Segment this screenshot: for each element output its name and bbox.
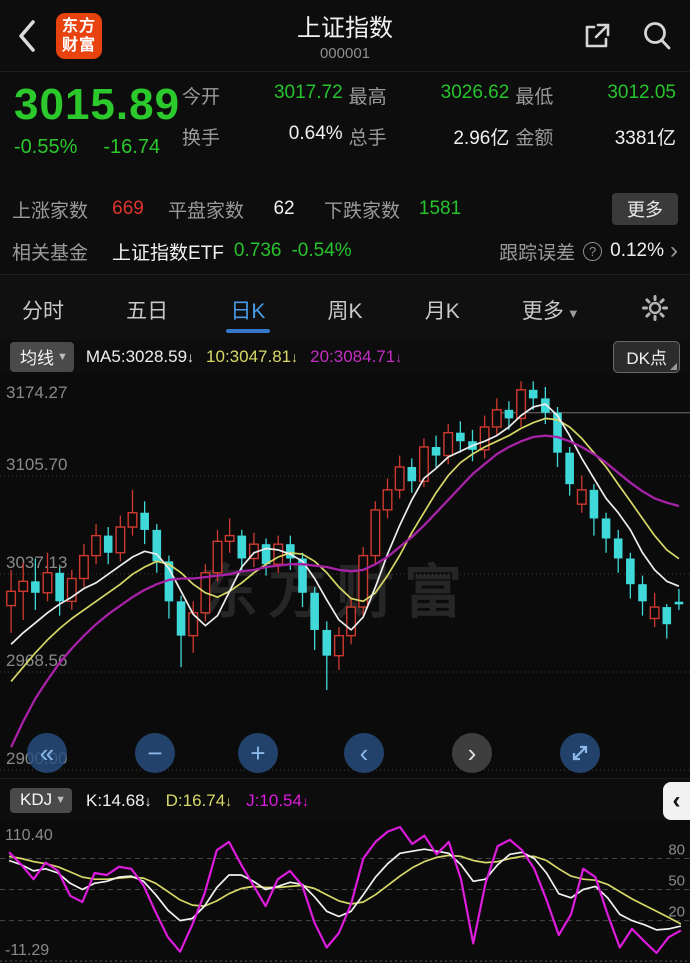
tab-daily-k[interactable]: 日K	[228, 281, 267, 335]
last-price: 3015.89	[14, 80, 181, 129]
advancers-count: 669	[112, 198, 144, 219]
zoom-in-button[interactable]: +	[238, 733, 278, 773]
fund-change: -0.54%	[291, 240, 352, 261]
minus-icon: −	[147, 738, 163, 768]
advancers-label: 上涨家数	[12, 200, 89, 222]
dropdown-icon: ▼	[55, 794, 67, 806]
chevron-left-icon: ‹	[359, 738, 369, 768]
svg-text:110.40: 110.40	[5, 827, 53, 844]
unchanged-label: 平盘家数	[168, 200, 245, 222]
tab-5day[interactable]: 五日	[126, 299, 169, 323]
double-chevron-left-icon: «	[39, 738, 55, 768]
dropdown-icon: ▼	[566, 305, 580, 321]
svg-text:3037.13: 3037.13	[6, 553, 67, 572]
stat-turnover: 换手 0.64%	[182, 123, 343, 149]
fund-name[interactable]: 上证指数ETF	[112, 242, 224, 264]
ma-line-MA5	[10, 403, 680, 645]
zoom-out-button[interactable]: −	[135, 733, 175, 773]
unchanged-count: 62	[273, 198, 295, 219]
down-arrow-icon: ↓	[144, 792, 152, 809]
kdj-line-J	[8, 825, 682, 955]
related-fund-row[interactable]: 相关基金 上证指数ETF 0.736 -0.54% 跟踪误差 ? 0.12% ›	[0, 228, 690, 275]
change-percent: -0.55%	[14, 136, 78, 158]
pan-right-button[interactable]: ›	[452, 733, 492, 773]
back-button[interactable]	[16, 14, 46, 58]
more-button[interactable]: 更多	[612, 193, 678, 225]
kdj-line-D	[8, 854, 682, 925]
chevron-right-icon[interactable]: ›	[670, 237, 678, 264]
chevron-right-icon: ›	[467, 738, 477, 768]
down-arrow-icon: ↓	[291, 349, 299, 365]
indicator-selector-button[interactable]: KDJ ▼	[10, 788, 73, 813]
svg-text:3174.27: 3174.27	[6, 383, 67, 402]
ma5-value: MA5:3028.59↓	[85, 347, 195, 366]
decliners-label: 下跌家数	[324, 200, 401, 222]
quote-stats: 今开 3017.72 最高 3026.62 最低 3012.05 换手 0.64% 总手…	[182, 82, 682, 150]
tab-monthly-k[interactable]: 月K	[424, 299, 460, 323]
kdj-line-K	[8, 848, 682, 931]
search-icon[interactable]	[640, 19, 674, 53]
stat-high: 最高 3026.62	[348, 82, 510, 108]
ma10-value: 10:3047.81↓	[206, 347, 299, 366]
plus-icon: +	[250, 738, 266, 768]
kdj-d-value: D:16.74↓	[165, 790, 233, 810]
chevron-left-icon: ‹	[672, 787, 681, 814]
pan-left-button[interactable]: ‹	[344, 733, 384, 773]
period-tab-bar: 分时 五日 日K 周K 月K 更多 ▼	[0, 275, 690, 340]
down-arrow-icon: ↓	[187, 349, 195, 365]
quote-panel: 3015.89 -0.55% -16.74 今开 3017.72 最高 3026.6…	[0, 72, 690, 190]
down-arrow-icon: ↓	[301, 792, 309, 809]
dk-point-button[interactable]: DK点	[613, 341, 680, 373]
logo-text-2: 财富	[61, 36, 96, 54]
stat-amount: 金额 3381亿	[515, 128, 676, 149]
kdj-j-value: J:10.54↓	[246, 790, 309, 810]
ma20-value: 20:3084.71↓	[310, 347, 403, 366]
fund-nav: 0.736	[233, 240, 282, 261]
ma-legend-row: 均线 ▼ MA5:3028.59↓ 10:3047.81↓ 20:3084.71↓…	[0, 340, 690, 374]
ma-line-MA10	[10, 417, 680, 682]
kdj-legend-row: KDJ ▼ K:14.68↓ D:16.74↓ J:10.54↓ ‹	[0, 778, 690, 822]
stat-volume: 总手 2.96亿	[348, 128, 510, 149]
stat-low: 最低 3012.05	[515, 82, 676, 108]
app-header: 东方 财富 上证指数 000001	[0, 0, 690, 72]
svg-text:3105.70: 3105.70	[6, 455, 67, 474]
tracking-error-value: 0.12%	[610, 240, 664, 261]
chevron-left-icon	[19, 19, 35, 52]
dropdown-icon: ▼	[57, 350, 68, 363]
collapse-panel-handle[interactable]: ‹	[663, 782, 690, 820]
svg-text:20: 20	[668, 904, 685, 921]
ma-selector-button[interactable]: 均线 ▼	[10, 342, 74, 372]
fast-rewind-button[interactable]: «	[27, 733, 67, 773]
fund-label: 相关基金	[12, 242, 89, 264]
candles	[6, 381, 684, 690]
expand-icon	[572, 745, 588, 761]
svg-text:2968.56: 2968.56	[6, 651, 67, 670]
eastmoney-logo[interactable]: 东方 财富	[56, 12, 102, 59]
tracking-error-label: 跟踪误差	[499, 242, 576, 264]
down-arrow-icon: ↓	[395, 349, 403, 365]
decliners-count: 1581	[418, 198, 462, 219]
tab-minute[interactable]: 分时	[22, 299, 64, 323]
svg-text:-11.29: -11.29	[5, 942, 49, 959]
svg-text:50: 50	[668, 873, 685, 890]
down-arrow-icon: ↓	[225, 792, 233, 809]
stat-open: 今开 3017.72	[182, 82, 343, 108]
kdj-k-value: K:14.68↓	[86, 790, 152, 810]
svg-text:80: 80	[668, 841, 685, 858]
change-absolute: -16.74	[103, 136, 161, 158]
kdj-svg: 80 50 20 110.40 -11.29	[0, 825, 690, 962]
question-icon[interactable]: ?	[583, 241, 603, 261]
market-breadth-row: 上涨家数 669 平盘家数 62 下跌家数 1581 更多	[0, 190, 690, 228]
ma-line-MA20	[10, 434, 680, 748]
logo-text-1: 东方	[61, 17, 96, 35]
tab-more[interactable]: 更多 ▼	[521, 299, 580, 323]
gear-icon[interactable]	[640, 293, 670, 323]
fullscreen-button[interactable]	[560, 733, 600, 773]
kdj-chart[interactable]: 80 50 20 110.40 -11.29	[0, 822, 690, 963]
tab-weekly-k[interactable]: 周K	[327, 299, 363, 323]
share-icon[interactable]	[580, 19, 614, 53]
